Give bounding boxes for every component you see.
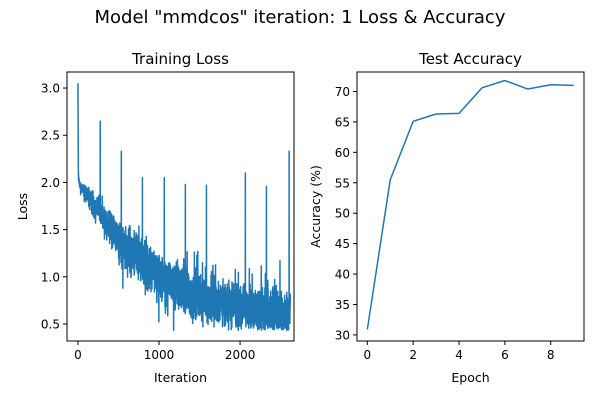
y-tick-label: 1.5 bbox=[41, 223, 60, 237]
x-axis-label: Epoch bbox=[451, 370, 489, 385]
y-tick-label: 70 bbox=[335, 85, 350, 99]
test-accuracy-panel: 0 2 4 6 8 30 35 40 45 50 55 60 65 70 Test Accuracy Epoc… bbox=[308, 50, 585, 385]
x-tick-label: 8 bbox=[547, 348, 555, 362]
x-tick-label: 6 bbox=[501, 348, 509, 362]
y-tick-label: 40 bbox=[335, 268, 350, 282]
axes-frame bbox=[66, 71, 295, 342]
series-line bbox=[366, 79, 574, 330]
panel-title: Training Loss bbox=[131, 50, 229, 68]
y-tick-label: 1.0 bbox=[41, 270, 60, 284]
y-tick-label: 50 bbox=[335, 207, 350, 221]
training-loss-panel: 0 1000 2000 0.5 1.0 1.5 2.0 2.5 3.0 Training Loss… bbox=[15, 50, 295, 385]
y-tick-label: 30 bbox=[335, 328, 350, 342]
y-tick-label: 65 bbox=[335, 115, 350, 129]
y-tick-label: 60 bbox=[335, 146, 350, 160]
y-tick-label: 0.5 bbox=[41, 318, 60, 332]
x-tick-label: 2000 bbox=[225, 348, 256, 362]
y-tick-label: 2.0 bbox=[41, 176, 60, 190]
x-axis-label: Iteration bbox=[154, 370, 207, 385]
y-tick-label: 35 bbox=[335, 298, 350, 312]
panel-title: Test Accuracy bbox=[418, 50, 522, 68]
x-tick-label: 4 bbox=[455, 348, 463, 362]
y-tick-label: 45 bbox=[335, 237, 350, 251]
x-tick-label: 2 bbox=[409, 348, 417, 362]
y-tick-label: 3.0 bbox=[41, 82, 60, 96]
axes-frame bbox=[356, 71, 585, 342]
y-axis-label: Loss bbox=[15, 193, 30, 220]
figure-suptitle: Model "mmdcos" iteration: 1 Loss & Accur… bbox=[95, 7, 506, 28]
x-tick-label: 0 bbox=[363, 348, 371, 362]
y-tick-label: 55 bbox=[335, 176, 350, 190]
x-tick-label: 1000 bbox=[144, 348, 175, 362]
series-line bbox=[77, 83, 292, 332]
x-tick-label: 0 bbox=[74, 348, 82, 362]
y-axis-label: Accuracy (%) bbox=[308, 165, 323, 248]
y-tick-label: 2.5 bbox=[41, 129, 60, 143]
